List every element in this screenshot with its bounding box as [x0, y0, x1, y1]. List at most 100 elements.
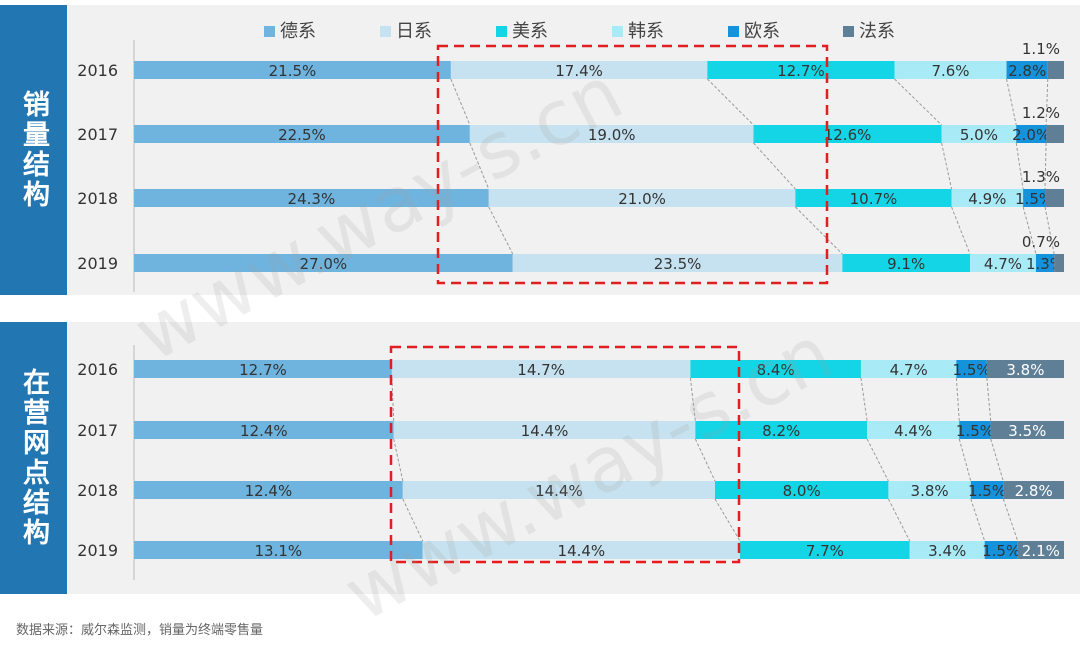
sales-connector-line [753, 142, 796, 190]
sales-bar-2017-德系 [134, 125, 470, 143]
sales-bar-2017-美系 [753, 125, 942, 143]
sales-value-label-2017-欧系: 2.0% [1012, 126, 1050, 144]
outlet-value-label-2016-美系: 8.4% [757, 361, 795, 379]
outlet-bar-2018-法系 [1003, 481, 1064, 499]
outlet-value-label-2017-美系: 8.2% [762, 422, 800, 440]
legend-swatch-4 [728, 26, 739, 37]
sales-value-label-2018-美系: 10.7% [850, 190, 898, 208]
outlet-connector-line [391, 377, 395, 422]
outlet-bar-2017-韩系 [867, 421, 960, 439]
source-footnote: 数据来源：威尔森监测，销量为终端零售量 [16, 623, 264, 638]
sales-structure-panel: 销量结构 [0, 5, 1080, 295]
legend-item-0: 德系 [264, 21, 316, 42]
outlet-bar-2019-德系 [134, 541, 423, 559]
outlet-value-label-2018-法系: 2.8% [1015, 482, 1053, 500]
outlet-connector-line [393, 438, 404, 482]
outlet-value-label-2019-日系: 14.4% [558, 542, 606, 560]
sales-bar-2018-法系 [1045, 189, 1064, 207]
sales-bar-2019-日系 [512, 254, 843, 272]
outlet-structure-title-box: 在营网点结构 [0, 322, 67, 594]
outlet-bar-2016-美系 [690, 360, 861, 378]
outlet-value-label-2016-韩系: 4.7% [890, 361, 928, 379]
sales-value-label-2016-美系: 12.7% [777, 62, 825, 80]
sales-year-label-2017: 2017 [77, 125, 118, 144]
outlet-structure-title: 在营网点结构 [18, 368, 49, 548]
sales-connector-line [1045, 78, 1049, 126]
outlet-value-label-2018-欧系: 1.5% [968, 482, 1006, 500]
sales-value-label-2019-德系: 27.0% [300, 255, 348, 273]
sales-value-label-2018-韩系: 4.9% [968, 190, 1006, 208]
sales-connector-line [450, 78, 471, 126]
outlet-connector-line [887, 498, 911, 542]
outlet-connector-line [860, 377, 868, 422]
sales-value-label-2017-韩系: 5.0% [960, 126, 998, 144]
sales-value-label-2019-法系: 0.7% [1022, 233, 1060, 251]
outlet-bar-2016-欧系 [956, 360, 987, 378]
outlet-bar-2016-日系 [391, 360, 691, 378]
legend-swatch-3 [612, 26, 623, 37]
sales-year-label-2019: 2019 [77, 254, 118, 273]
legend-swatch-5 [843, 26, 854, 37]
outlet-value-label-2018-日系: 14.4% [535, 482, 583, 500]
sales-connector-line [1006, 78, 1017, 126]
sales-year-label-2016: 2016 [77, 61, 118, 80]
outlet-year-label-2016: 2016 [77, 360, 118, 379]
outlet-value-label-2018-美系: 8.0% [783, 482, 821, 500]
outlet-value-label-2016-欧系: 1.5% [953, 361, 991, 379]
sales-bar-2019-法系 [1054, 254, 1064, 272]
sales-connector-line [1044, 142, 1047, 190]
sales-bar-2019-美系 [842, 254, 971, 272]
legend-label-5: 法系 [859, 21, 895, 42]
sales-bar-2018-欧系 [1023, 189, 1046, 207]
sales-value-label-2016-韩系: 7.6% [931, 62, 969, 80]
sales-bar-2016-德系 [134, 61, 451, 79]
outlet-bar-2019-韩系 [909, 541, 985, 559]
sales-value-label-2019-美系: 9.1% [887, 255, 925, 273]
sales-structure-title: 销量结构 [18, 90, 49, 210]
outlet-value-label-2016-法系: 3.8% [1006, 361, 1044, 379]
sales-value-label-2016-德系: 21.5% [269, 62, 317, 80]
outlet-bar-2018-德系 [134, 481, 403, 499]
legend-label-3: 韩系 [628, 21, 664, 42]
legend-item-2: 美系 [496, 21, 548, 42]
legend-item-5: 法系 [843, 21, 895, 42]
outlet-year-label-2019: 2019 [77, 541, 118, 560]
sales-value-label-2019-韩系: 4.7% [984, 255, 1022, 273]
outlet-value-label-2019-韩系: 3.4% [928, 542, 966, 560]
sales-bar-2016-欧系 [1006, 61, 1048, 79]
sales-bar-2017-法系 [1046, 125, 1064, 143]
sales-value-label-2017-美系: 12.6% [824, 126, 872, 144]
outlet-bar-2018-日系 [402, 481, 715, 499]
outlet-highlight-box [389, 345, 741, 564]
outlet-connector-line [955, 377, 960, 422]
sales-connector-line [1044, 206, 1055, 255]
outlet-value-label-2017-德系: 12.4% [240, 422, 288, 440]
outlet-bar-2016-韩系 [860, 360, 957, 378]
outlet-connector-line [694, 438, 716, 482]
sales-bar-2017-欧系 [1016, 125, 1047, 143]
outlet-value-label-2017-欧系: 1.5% [956, 422, 994, 440]
outlet-connector-line [866, 438, 889, 482]
legend-label-1: 日系 [396, 21, 432, 42]
legend-item-1: 日系 [380, 21, 432, 42]
outlet-bar-2019-日系 [422, 541, 741, 559]
sales-connector-line [951, 206, 971, 255]
outlet-value-label-2016-德系: 12.7% [239, 361, 287, 379]
outlet-value-label-2016-日系: 14.7% [517, 361, 565, 379]
outlet-bar-2017-欧系 [959, 421, 991, 439]
outlet-connector-line [714, 498, 741, 542]
outlet-bar-2017-德系 [134, 421, 394, 439]
sales-bar-2019-韩系 [970, 254, 1036, 272]
sales-value-label-2018-法系: 1.3% [1022, 168, 1060, 186]
outlet-connector-line [970, 498, 986, 542]
outlet-connector-line [1002, 498, 1019, 542]
outlet-bar-2018-韩系 [888, 481, 971, 499]
sales-bar-2017-日系 [469, 125, 754, 143]
sales-year-label-2018: 2018 [77, 189, 118, 208]
sales-value-label-2016-欧系: 2.8% [1008, 62, 1046, 80]
outlet-connector-line [689, 377, 696, 422]
sales-bar-2019-德系 [134, 254, 513, 272]
outlet-value-label-2017-韩系: 4.4% [894, 422, 932, 440]
sales-value-label-2017-法系: 1.2% [1022, 104, 1060, 122]
